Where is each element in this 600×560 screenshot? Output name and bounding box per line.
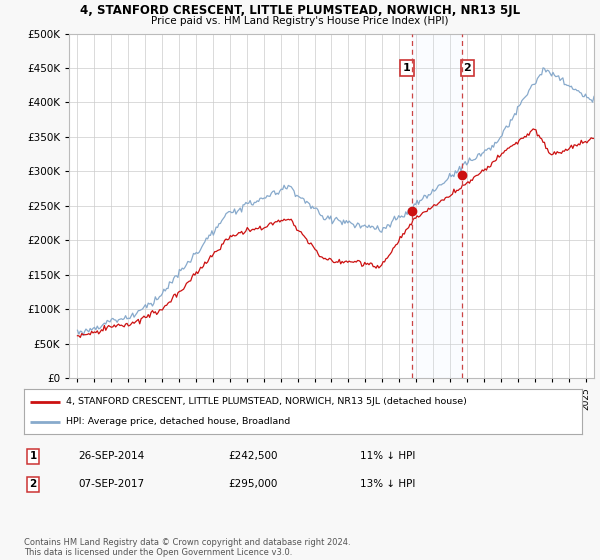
Text: 1: 1 [403,63,411,73]
Text: £295,000: £295,000 [228,479,277,489]
Text: HPI: Average price, detached house, Broadland: HPI: Average price, detached house, Broa… [66,417,290,426]
Text: 26-SEP-2014: 26-SEP-2014 [78,451,144,461]
Text: 2: 2 [29,479,37,489]
Text: 11% ↓ HPI: 11% ↓ HPI [360,451,415,461]
Text: Price paid vs. HM Land Registry's House Price Index (HPI): Price paid vs. HM Land Registry's House … [151,16,449,26]
Text: 4, STANFORD CRESCENT, LITTLE PLUMSTEAD, NORWICH, NR13 5JL: 4, STANFORD CRESCENT, LITTLE PLUMSTEAD, … [80,4,520,17]
Text: £242,500: £242,500 [228,451,277,461]
Text: 4, STANFORD CRESCENT, LITTLE PLUMSTEAD, NORWICH, NR13 5JL (detached house): 4, STANFORD CRESCENT, LITTLE PLUMSTEAD, … [66,397,467,406]
Text: 07-SEP-2017: 07-SEP-2017 [78,479,144,489]
Text: 13% ↓ HPI: 13% ↓ HPI [360,479,415,489]
Bar [412,34,462,378]
Text: 1: 1 [29,451,37,461]
Text: 2: 2 [463,63,471,73]
Text: Contains HM Land Registry data © Crown copyright and database right 2024.
This d: Contains HM Land Registry data © Crown c… [24,538,350,557]
